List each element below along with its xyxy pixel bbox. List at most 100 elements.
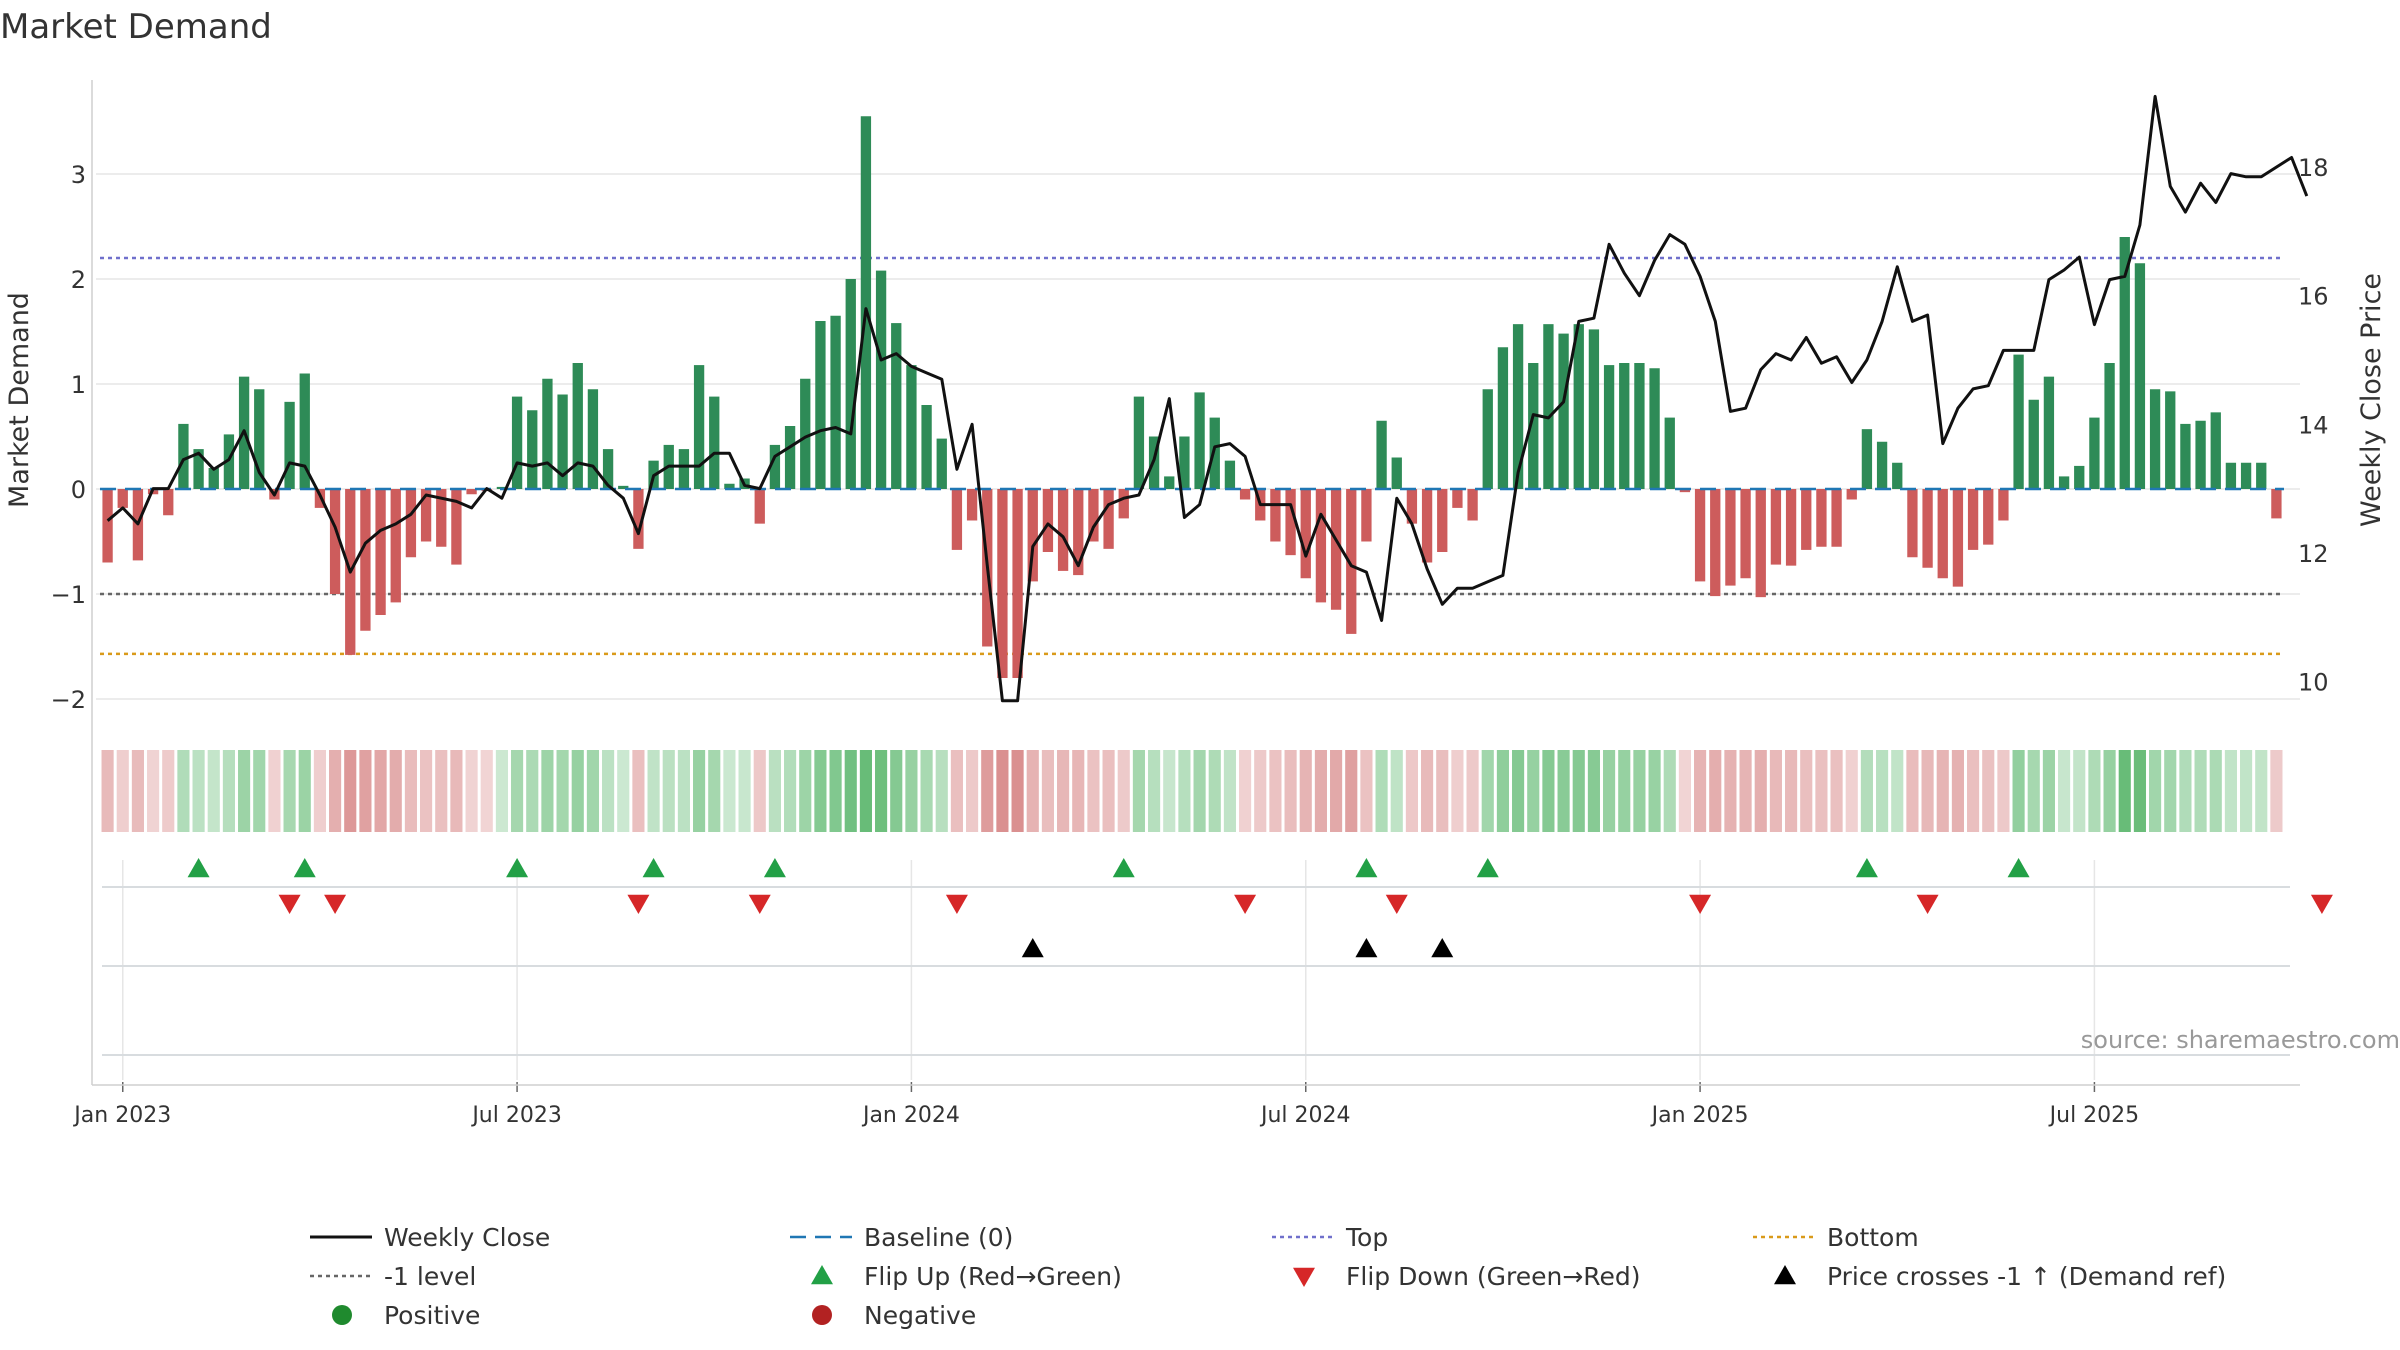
heat-cell	[1906, 750, 1919, 832]
demand-bar	[1892, 462, 1903, 489]
demand-bar	[1467, 489, 1478, 521]
demand-bar	[102, 489, 113, 563]
x-tick-label: Jul 2023	[470, 1103, 562, 1128]
demand-bar	[1816, 489, 1827, 547]
heat-cell	[238, 750, 251, 832]
legend-label: Positive	[384, 1301, 480, 1330]
heat-cell	[1648, 750, 1661, 832]
y-tick-label-left: −1	[51, 581, 86, 609]
demand-bar	[1543, 324, 1554, 489]
demand-bar	[1937, 489, 1948, 579]
heat-cell	[283, 750, 296, 832]
demand-bar	[329, 489, 341, 594]
demand-bar	[1270, 489, 1281, 542]
heat-cell	[1087, 750, 1100, 832]
heat-cell	[1527, 750, 1540, 832]
demand-bar	[375, 489, 386, 615]
heat-cell	[101, 750, 114, 832]
heat-cell	[116, 750, 129, 832]
heat-cell	[1330, 750, 1343, 832]
heat-cell	[1178, 750, 1191, 832]
demand-bar	[1027, 489, 1038, 582]
heat-cell	[1239, 750, 1252, 832]
demand-bar	[284, 401, 295, 489]
heat-cell	[875, 750, 888, 832]
heat-cell	[359, 750, 372, 832]
heat-cell	[829, 750, 842, 832]
flip-up-marker	[506, 858, 529, 878]
heat-cell	[2270, 750, 2283, 832]
demand-bar	[1649, 368, 1660, 489]
heat-cell	[1405, 750, 1418, 832]
heat-cell	[2103, 750, 2116, 832]
flip-up-marker	[642, 858, 665, 878]
flip-down-marker	[1689, 894, 1712, 914]
demand-bar	[299, 373, 310, 489]
demand-bar	[1330, 489, 1342, 610]
demand-bars	[100, 116, 2284, 678]
heat-cell	[1011, 750, 1024, 832]
flip-down-marker	[1385, 894, 1408, 914]
heat-cell	[1132, 750, 1145, 832]
heat-cell	[1678, 750, 1691, 832]
price-cross-marker	[1355, 938, 1378, 958]
heat-cell	[344, 750, 357, 832]
legend-label: -1 level	[384, 1262, 476, 1291]
demand-bar	[875, 270, 887, 489]
heat-cell	[996, 750, 1009, 832]
demand-bar	[2119, 237, 2130, 489]
heat-cell	[890, 750, 903, 832]
demand-bar	[1452, 489, 1463, 508]
heat-cell	[677, 750, 690, 832]
heat-cell	[981, 750, 994, 832]
demand-bar	[1528, 363, 1539, 489]
legend-swatch	[1293, 1267, 1315, 1287]
heat-cell	[162, 750, 175, 832]
weekly-close-line	[106, 94, 2309, 703]
heat-cell	[1299, 750, 1312, 832]
heat-cell	[480, 750, 493, 832]
legend: Weekly Close Baseline (0) Top Bottom -1 leve…	[310, 1223, 2226, 1330]
demand-bar	[1057, 489, 1069, 571]
heat-cell	[1269, 750, 1282, 832]
demand-bar	[1634, 363, 1645, 489]
demand-bar	[2210, 412, 2221, 489]
heat-cell	[723, 750, 736, 832]
heat-cell	[1572, 750, 1585, 832]
demand-bar	[1437, 489, 1448, 552]
heat-cell	[1557, 750, 1570, 832]
heat-cell	[1345, 750, 1358, 832]
demand-bar	[1664, 417, 1675, 489]
demand-bar	[1694, 489, 1706, 582]
heat-cell	[617, 750, 630, 832]
flip-up-marker	[763, 858, 786, 878]
heat-cell	[1436, 750, 1449, 832]
heat-cell	[905, 750, 918, 832]
heat-cell	[556, 750, 569, 832]
heat-cell	[2164, 750, 2177, 832]
demand-bar	[557, 394, 568, 489]
heat-cell	[1390, 750, 1403, 832]
heat-cell	[632, 750, 645, 832]
demand-bar	[1619, 363, 1630, 489]
y-axis-left-label: Market Demand	[4, 292, 35, 508]
heat-cell	[1041, 750, 1054, 832]
x-tick-label: Jan 2025	[1650, 1103, 1749, 1128]
heat-cell	[2149, 750, 2162, 832]
heat-cell	[1936, 750, 1949, 832]
demand-bar	[1603, 365, 1615, 489]
flip-up-marker	[187, 858, 210, 878]
heat-cell	[1815, 750, 1828, 832]
demand-bar	[390, 489, 401, 603]
flip-up-marker	[1112, 858, 1135, 878]
heat-cell	[1102, 750, 1115, 832]
y-tick-label-right: 10	[2298, 668, 2329, 696]
heat-cell	[177, 750, 190, 832]
heat-cell	[526, 750, 539, 832]
demand-bar	[2058, 476, 2070, 489]
heat-cell	[147, 750, 160, 832]
heat-cell	[1466, 750, 1479, 832]
heat-cell	[1694, 750, 1707, 832]
